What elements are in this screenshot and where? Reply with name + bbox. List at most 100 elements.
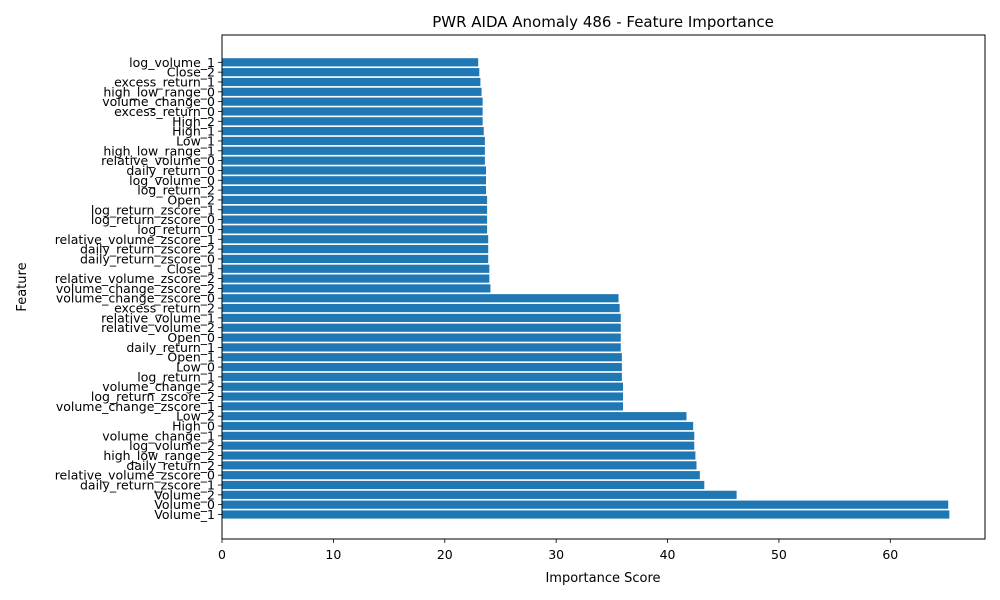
bar-Low_0 [222, 362, 622, 372]
bar-daily_return_zscore_1 [222, 480, 705, 490]
y-tick-label: daily_return_zscore_0 [80, 251, 215, 266]
y-tick-label: volume_change_2 [102, 379, 215, 394]
bar-relative_volume_zscore_1 [222, 235, 489, 244]
bar-Open_0 [222, 333, 621, 342]
y-tick-label: daily_return_1 [126, 340, 215, 355]
bar-Volume_1 [222, 510, 950, 519]
bar-Volume_2 [222, 490, 737, 499]
y-tick-label: Low_1 [176, 133, 215, 148]
bar-Close_2 [222, 68, 480, 77]
y-tick-label: log_return_zscore_1 [91, 202, 215, 217]
bar-relative_volume_2 [222, 323, 621, 332]
x-tick-label: 10 [325, 547, 341, 562]
y-tick-label: log_volume_0 [129, 173, 215, 188]
bar-log_return_0 [222, 225, 488, 234]
x-tick-label: 20 [437, 547, 453, 562]
y-tick-label: daily_return_2 [126, 458, 215, 473]
y-tick-label: log_return_2 [137, 183, 215, 198]
bar-log_return_zscore_1 [222, 205, 488, 214]
y-tick-label: relative_volume_zscore_2 [55, 271, 215, 286]
x-axis-ticks: 0 10 20 30 40 50 60 [218, 539, 898, 562]
chart-title: PWR AIDA Anomaly 486 - Feature Importanc… [432, 13, 774, 31]
y-tick-label: High_1 [172, 124, 215, 139]
bar-daily_return_0 [222, 166, 486, 175]
y-tick-label: daily_return_zscore_2 [80, 242, 215, 257]
bar-log_return_2 [222, 186, 486, 195]
y-tick-label: relative_volume_2 [101, 320, 215, 335]
bar-Close_1 [222, 264, 490, 273]
y-tick-label: high_low_range_1 [103, 143, 215, 158]
y-tick-label: Low_2 [176, 409, 215, 424]
y-tick-label: log_return_1 [137, 369, 215, 384]
bar-volume_change_1 [222, 431, 695, 440]
bar-log_volume_2 [222, 441, 695, 450]
bar-relative_volume_zscore_2 [222, 274, 490, 283]
y-tick-label: volume_change_1 [102, 428, 215, 443]
x-tick-label: 50 [771, 547, 787, 562]
bar-daily_return_2 [222, 461, 697, 470]
y-tick-label: volume_change_zscore_0 [56, 291, 215, 306]
x-tick-label: 30 [548, 547, 564, 562]
bar-volume_change_zscore_2 [222, 284, 491, 293]
bar-daily_return_zscore_0 [222, 254, 489, 264]
bar-relative_volume_0 [222, 156, 485, 165]
bar-Open_1 [222, 353, 622, 362]
y-tick-label: high_low_range_0 [103, 84, 215, 99]
bar-volume_change_2 [222, 382, 623, 391]
bar-High_0 [222, 421, 694, 431]
bar-excess_return_0 [222, 107, 483, 116]
bar-volume_change_0 [222, 97, 483, 106]
bar-relative_volume_zscore_0 [222, 471, 700, 480]
y-tick-label: Low_0 [176, 360, 215, 375]
bar-volume_change_zscore_1 [222, 402, 623, 411]
bar-log_volume_0 [222, 176, 486, 185]
x-tick-label: 40 [660, 547, 676, 562]
bar-Volume_0 [222, 500, 949, 509]
y-tick-label: relative_volume_0 [101, 153, 215, 168]
bar-high_low_range_1 [222, 146, 485, 155]
bar-excess_return_2 [222, 303, 620, 313]
y-tick-label: High_2 [172, 114, 215, 129]
y-tick-label: log_volume_2 [129, 438, 215, 453]
y-tick-label: relative_volume_zscore_1 [55, 232, 215, 247]
y-tick-label: daily_return_zscore_1 [80, 478, 215, 493]
y-tick-label: excess_return_1 [114, 74, 215, 89]
bar-Low_2 [222, 412, 687, 421]
bar-High_1 [222, 127, 484, 136]
y-tick-label: Close_2 [167, 65, 215, 80]
bar-high_low_range_2 [222, 451, 696, 460]
bars-group [222, 58, 950, 519]
y-tick-label: volume_change_0 [102, 94, 215, 109]
plot-frame [221, 34, 986, 540]
y-tick-label: relative_volume_1 [101, 310, 215, 325]
y-tick-label: volume_change_zscore_2 [56, 281, 215, 296]
y-tick-label: Volume_1 [154, 507, 215, 522]
x-axis-title: Importance Score [545, 571, 660, 586]
y-tick-label: relative_volume_zscore_0 [55, 468, 215, 483]
y-axis-title: Feature [15, 262, 30, 311]
bar-High_2 [222, 117, 483, 126]
y-tick-label: Close_1 [167, 261, 215, 276]
bar-excess_return_1 [222, 77, 481, 87]
y-tick-label: log_volume_1 [129, 55, 215, 70]
y-tick-label: Open_1 [167, 350, 215, 365]
bar-daily_return_zscore_2 [222, 244, 489, 254]
y-tick-label: Open_0 [167, 330, 215, 345]
y-tick-label: Open_2 [167, 192, 215, 207]
y-tick-label: Volume_0 [154, 497, 215, 512]
x-tick-label: 0 [218, 547, 226, 562]
x-tick-label: 60 [882, 547, 898, 562]
bar-Low_1 [222, 136, 485, 146]
y-axis-ticks: Volume_1Volume_0Volume_2daily_return_zsc… [55, 55, 222, 522]
y-tick-label: Volume_2 [154, 487, 215, 502]
y-tick-label: log_return_zscore_2 [91, 389, 215, 404]
y-tick-label: daily_return_0 [126, 163, 215, 178]
bar-high_low_range_0 [222, 87, 482, 96]
bar-volume_change_zscore_0 [222, 294, 619, 303]
y-tick-label: excess_return_2 [114, 301, 215, 316]
y-tick-label: volume_change_zscore_1 [56, 399, 215, 414]
bar-log_volume_1 [222, 58, 479, 67]
bar-log_return_1 [222, 372, 622, 381]
bar-Open_2 [222, 195, 488, 205]
